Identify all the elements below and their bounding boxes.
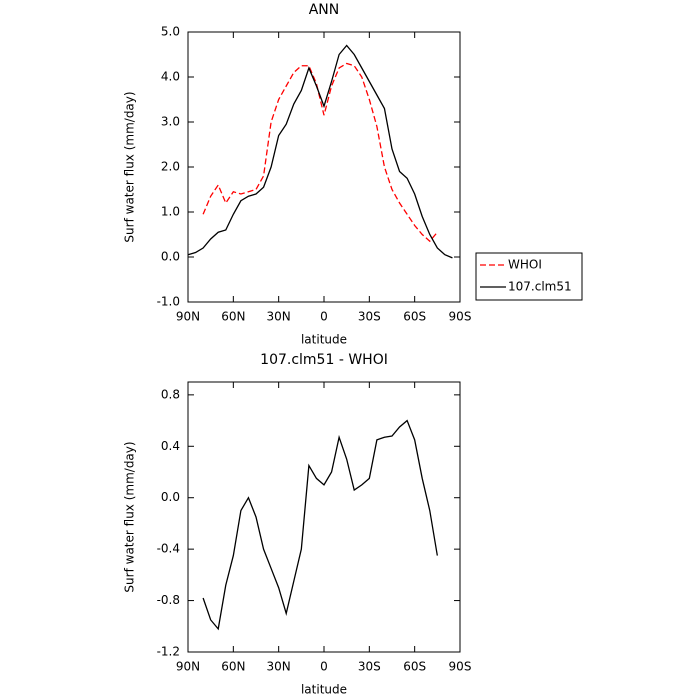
y-axis-label: Surf water flux (mm/day)	[123, 91, 137, 242]
x-tick-label: 90N	[176, 660, 200, 674]
x-tick-label: 60S	[403, 660, 426, 674]
x-tick-label: 30S	[358, 310, 381, 324]
y-tick-label: 3.0	[161, 115, 180, 129]
y-tick-label: -1.0	[157, 295, 180, 309]
plot-frame	[187, 31, 461, 303]
x-tick-label: 90S	[449, 310, 472, 324]
x-tick-label: 60N	[221, 660, 245, 674]
plot-frame	[187, 381, 461, 653]
y-tick-label: -1.2	[157, 645, 180, 659]
y-tick-label: 0.0	[161, 490, 180, 504]
y-tick-label: 0.8	[161, 387, 180, 401]
y-tick-label: 4.0	[161, 70, 180, 84]
y-tick-label: 2.0	[161, 160, 180, 174]
y-tick-label: 5.0	[161, 25, 180, 39]
chart-title: ANN	[309, 2, 340, 18]
legend-box	[475, 252, 583, 301]
x-tick-label: 30S	[358, 660, 381, 674]
chart-title: 107.clm51 - WHOI	[260, 352, 388, 368]
x-tick-label: 60S	[403, 310, 426, 324]
y-tick-label: -0.4	[157, 542, 180, 556]
legend-label: WHOI	[508, 258, 542, 272]
y-tick-label: 1.0	[161, 205, 180, 219]
x-axis-label: latitude	[301, 333, 347, 347]
x-tick-label: 60N	[221, 310, 245, 324]
series-line	[187, 44, 453, 259]
x-tick-label: 90N	[176, 310, 200, 324]
x-axis-label: latitude	[301, 683, 347, 697]
series-line	[202, 419, 438, 631]
x-tick-label: 30N	[267, 310, 291, 324]
y-tick-label: -0.8	[157, 593, 180, 607]
x-tick-label: 0	[320, 310, 328, 324]
legend-label: 107.clm51	[508, 280, 572, 294]
x-tick-label: 30N	[267, 660, 291, 674]
y-tick-label: 0.4	[161, 439, 180, 453]
y-tick-label: 0.0	[161, 250, 180, 264]
y-axis-label: Surf water flux (mm/day)	[123, 441, 137, 592]
series-line	[202, 62, 438, 243]
x-tick-label: 0	[320, 660, 328, 674]
x-tick-label: 90S	[449, 660, 472, 674]
